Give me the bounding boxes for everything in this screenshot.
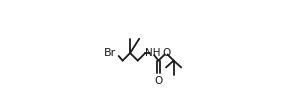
Text: O: O: [162, 48, 170, 58]
Text: O: O: [155, 76, 163, 87]
Text: NH: NH: [145, 48, 160, 58]
Text: Br: Br: [104, 48, 116, 58]
